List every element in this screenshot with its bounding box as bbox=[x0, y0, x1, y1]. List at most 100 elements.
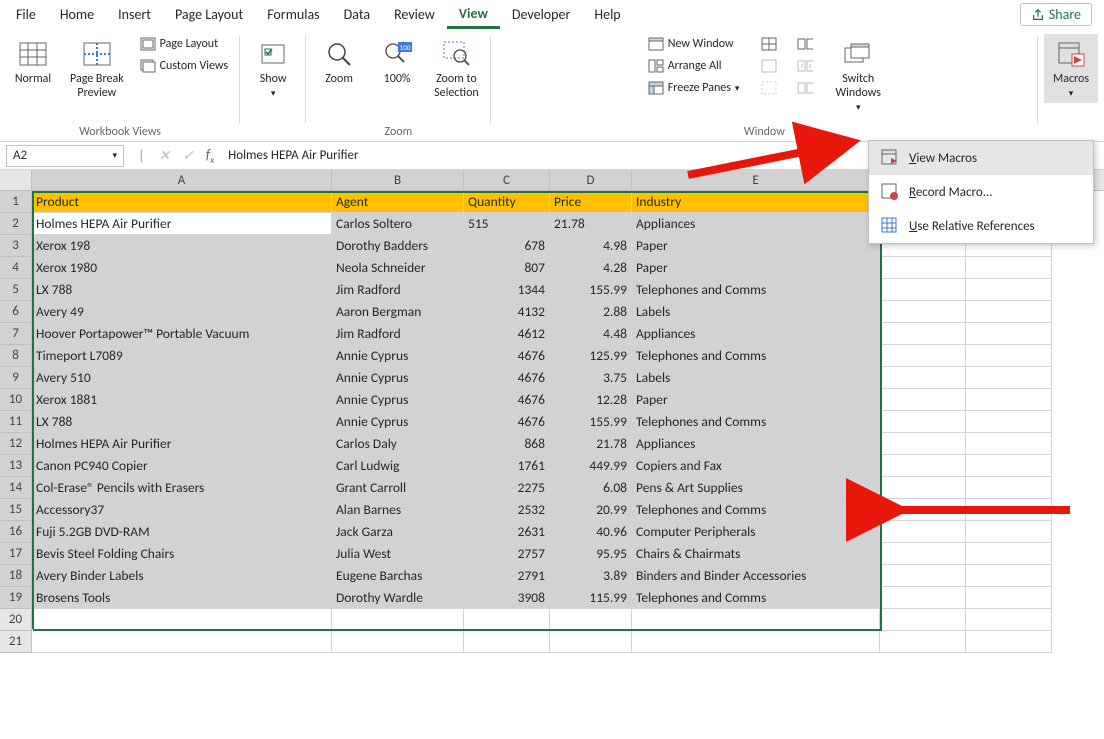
custom-views-button[interactable]: Custom Views bbox=[134, 56, 234, 76]
name-box[interactable]: A2 ▾ bbox=[6, 145, 124, 167]
zoom-100-button[interactable]: 100 100% bbox=[370, 34, 424, 90]
cell[interactable]: Paper bbox=[632, 235, 880, 257]
cell[interactable] bbox=[880, 631, 966, 653]
cell[interactable]: 807 bbox=[464, 257, 550, 279]
cell[interactable]: Brosens Tools bbox=[32, 587, 332, 609]
tab-view[interactable]: View bbox=[447, 1, 500, 29]
cell[interactable]: Paper bbox=[632, 389, 880, 411]
tab-page-layout[interactable]: Page Layout bbox=[163, 2, 255, 27]
row-header[interactable]: 14 bbox=[0, 477, 32, 499]
cell[interactable]: Xerox 1980 bbox=[32, 257, 332, 279]
show-dropdown-button[interactable]: Show ▾ bbox=[246, 34, 300, 103]
cell[interactable] bbox=[966, 411, 1052, 433]
cell[interactable]: Industry bbox=[632, 191, 880, 213]
cell[interactable] bbox=[332, 609, 464, 631]
cell[interactable] bbox=[966, 279, 1052, 301]
cell[interactable]: 449.99 bbox=[550, 455, 632, 477]
cell[interactable]: 868 bbox=[464, 433, 550, 455]
cell[interactable]: 21.78 bbox=[550, 433, 632, 455]
cell[interactable]: 21.78 bbox=[550, 213, 632, 235]
cell[interactable]: 125.99 bbox=[550, 345, 632, 367]
cell[interactable] bbox=[464, 609, 550, 631]
cell[interactable]: Chairs & Chairmats bbox=[632, 543, 880, 565]
cell[interactable]: 155.99 bbox=[550, 411, 632, 433]
col-header-c[interactable]: C bbox=[464, 170, 550, 190]
cell[interactable] bbox=[550, 609, 632, 631]
cell[interactable]: Jim Radford bbox=[332, 323, 464, 345]
cell[interactable]: 3908 bbox=[464, 587, 550, 609]
cell[interactable]: 2.88 bbox=[550, 301, 632, 323]
cell[interactable]: Timeport L7089 bbox=[32, 345, 332, 367]
cell[interactable] bbox=[966, 543, 1052, 565]
cell[interactable]: 515 bbox=[464, 213, 550, 235]
cell[interactable]: Holmes HEPA Air Purifier bbox=[32, 213, 332, 235]
relative-refs-menu-item[interactable]: Use Relative References bbox=[869, 209, 1093, 243]
row-header[interactable]: 15 bbox=[0, 499, 32, 521]
cell[interactable]: 3.89 bbox=[550, 565, 632, 587]
cell[interactable]: Appliances bbox=[632, 323, 880, 345]
cell[interactable]: Dorothy Badders bbox=[332, 235, 464, 257]
new-window-button[interactable]: New Window bbox=[642, 34, 746, 54]
row-header[interactable]: 17 bbox=[0, 543, 32, 565]
insert-function-button[interactable]: fx bbox=[200, 146, 220, 166]
row-header[interactable]: 6 bbox=[0, 301, 32, 323]
cell[interactable]: Fuji 5.2GB DVD-RAM bbox=[32, 521, 332, 543]
col-header-a[interactable]: A bbox=[32, 170, 332, 190]
cell[interactable] bbox=[966, 565, 1052, 587]
cell[interactable]: Eugene Barchas bbox=[332, 565, 464, 587]
record-macro-menu-item[interactable]: Record Macro... bbox=[869, 175, 1093, 209]
cell[interactable] bbox=[32, 609, 332, 631]
cell[interactable] bbox=[880, 543, 966, 565]
unhide-button[interactable] bbox=[755, 78, 783, 98]
cell[interactable]: 4.48 bbox=[550, 323, 632, 345]
cell[interactable] bbox=[880, 455, 966, 477]
cell[interactable]: Hoover Portapower™ Portable Vacuum bbox=[32, 323, 332, 345]
cell[interactable] bbox=[880, 565, 966, 587]
cell[interactable] bbox=[966, 631, 1052, 653]
tab-home[interactable]: Home bbox=[48, 2, 106, 27]
cell[interactable]: 4.28 bbox=[550, 257, 632, 279]
cell[interactable]: Paper bbox=[632, 257, 880, 279]
cell[interactable]: 20.99 bbox=[550, 499, 632, 521]
cell[interactable]: Annie Cyprus bbox=[332, 345, 464, 367]
row-header[interactable]: 20 bbox=[0, 609, 32, 631]
cell[interactable]: Labels bbox=[632, 367, 880, 389]
row-header[interactable]: 7 bbox=[0, 323, 32, 345]
cell[interactable]: Jack Garza bbox=[332, 521, 464, 543]
split-button[interactable] bbox=[755, 34, 783, 54]
cell[interactable]: 1344 bbox=[464, 279, 550, 301]
tab-insert[interactable]: Insert bbox=[106, 2, 163, 27]
cell[interactable]: Telephones and Comms bbox=[632, 345, 880, 367]
cell[interactable]: Copiers and Fax bbox=[632, 455, 880, 477]
col-header-d[interactable]: D bbox=[550, 170, 632, 190]
cell[interactable]: Bevis Steel Folding Chairs bbox=[32, 543, 332, 565]
cell[interactable]: Quantity bbox=[464, 191, 550, 213]
cell[interactable]: Dorothy Wardle bbox=[332, 587, 464, 609]
cell[interactable]: Labels bbox=[632, 301, 880, 323]
cell[interactable] bbox=[880, 389, 966, 411]
cell[interactable]: Telephones and Comms bbox=[632, 279, 880, 301]
tab-review[interactable]: Review bbox=[382, 2, 447, 27]
cell[interactable]: 678 bbox=[464, 235, 550, 257]
cell[interactable] bbox=[966, 609, 1052, 631]
cell[interactable]: 4.98 bbox=[550, 235, 632, 257]
cell[interactable]: 2532 bbox=[464, 499, 550, 521]
row-header[interactable]: 10 bbox=[0, 389, 32, 411]
cell[interactable]: 1761 bbox=[464, 455, 550, 477]
cell[interactable]: Telephones and Comms bbox=[632, 587, 880, 609]
switch-windows-button[interactable]: Switch Windows ▾ bbox=[829, 34, 887, 117]
cell[interactable]: LX 788 bbox=[32, 279, 332, 301]
row-header[interactable]: 2 bbox=[0, 213, 32, 235]
normal-view-button[interactable]: Normal bbox=[6, 34, 60, 90]
row-header[interactable]: 8 bbox=[0, 345, 32, 367]
cell[interactable]: Xerox 198 bbox=[32, 235, 332, 257]
zoom-selection-button[interactable]: Zoom to Selection bbox=[428, 34, 485, 104]
cell[interactable]: 115.99 bbox=[550, 587, 632, 609]
cell[interactable] bbox=[966, 367, 1052, 389]
cell[interactable] bbox=[880, 279, 966, 301]
row-header[interactable]: 19 bbox=[0, 587, 32, 609]
row-header[interactable]: 18 bbox=[0, 565, 32, 587]
cell[interactable]: Price bbox=[550, 191, 632, 213]
cell[interactable]: LX 788 bbox=[32, 411, 332, 433]
row-header[interactable]: 21 bbox=[0, 631, 32, 653]
